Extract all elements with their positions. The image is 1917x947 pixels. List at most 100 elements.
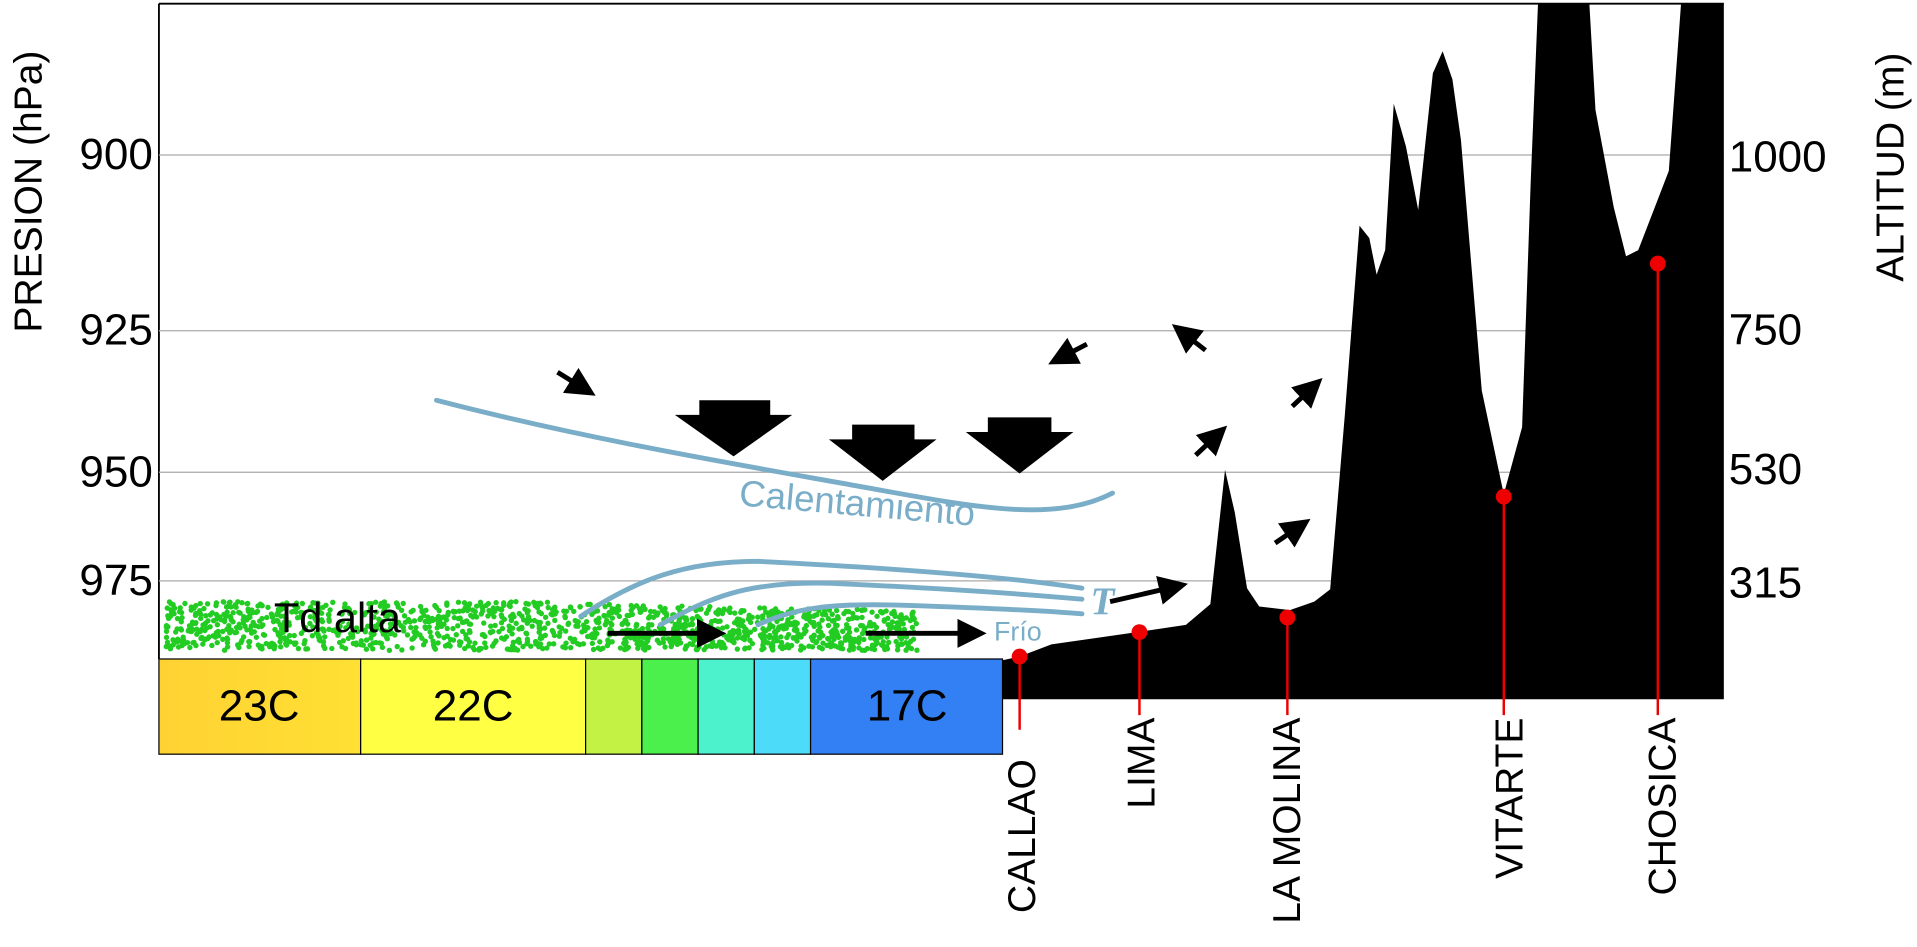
dot [320,643,327,649]
dot [368,635,374,641]
dot [417,603,424,610]
dot [281,613,287,619]
dot [310,600,316,606]
dot [447,636,454,643]
dot [203,612,209,619]
dot [259,615,265,622]
left-tick: 975 [79,556,152,605]
dot [647,613,653,620]
dot [343,625,349,631]
dot [736,630,742,637]
dot [286,632,293,639]
dot [444,625,450,632]
dot [394,620,400,626]
dot [568,644,574,651]
dot [895,643,901,649]
dot [519,625,525,632]
dot [488,623,494,629]
dot [552,611,558,617]
dot [846,647,853,653]
station-label: LIMA [1121,718,1164,809]
right-tick: 315 [1729,558,1802,607]
dot [563,608,570,614]
dot [784,634,790,641]
dot [346,621,352,627]
station-markers [1011,255,1666,730]
dot [441,634,447,641]
dot [597,639,603,645]
dot [209,642,215,649]
dot [663,610,669,617]
dot [464,602,470,609]
dot [749,640,756,647]
dot [342,645,349,652]
dot [546,641,552,647]
dot [602,622,608,628]
dot [855,639,862,645]
dot [371,614,377,620]
dot [214,639,220,646]
dot [551,632,558,639]
dot [551,641,557,647]
dot [417,616,423,623]
dot [323,602,329,608]
dot [188,604,195,610]
dot [170,637,176,643]
dot [387,621,394,627]
dot [470,614,476,620]
dot [289,609,295,615]
dot [247,627,253,633]
dot [291,640,297,646]
dot [516,636,522,643]
dot [493,600,499,606]
dot [853,627,860,633]
dot [859,622,866,629]
dot [633,623,639,629]
dot [766,634,773,641]
dot [373,609,379,615]
dot [819,646,825,652]
dot [522,606,528,612]
dot [499,614,505,620]
dot [472,640,478,646]
dot [785,617,791,623]
dot [581,625,587,631]
dot [283,640,289,647]
dot [909,612,915,618]
dot [349,631,356,638]
dot [392,615,398,622]
dot [473,603,480,609]
dot [629,611,636,618]
dot [662,644,668,650]
dot [291,632,297,639]
dot [182,600,188,607]
dot [295,645,302,652]
dot [398,622,404,629]
dot [329,645,335,652]
dot [341,604,348,611]
dot [894,647,901,653]
dot [496,628,502,635]
dot [200,622,206,628]
dot [377,603,384,609]
dot [513,598,519,605]
dot [815,628,821,634]
dot [271,646,277,652]
dot [240,634,247,640]
dot [164,639,171,646]
dot [835,615,841,622]
dot [214,622,221,628]
dewpoint-label: Td alta [274,594,402,641]
dot [236,609,242,615]
dot [394,601,401,608]
dot [193,642,199,649]
dot [286,619,292,626]
dot [198,615,204,622]
dot [596,625,603,631]
dot [476,647,482,653]
dot [809,644,816,650]
dot [204,601,211,607]
dot [307,620,313,627]
dot [233,624,240,631]
dot [601,613,608,619]
